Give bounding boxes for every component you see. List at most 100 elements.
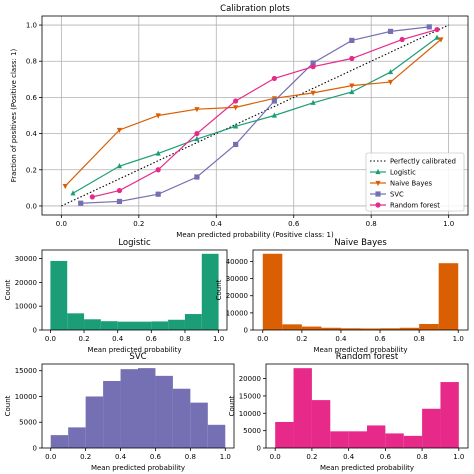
series-line-logistic — [72, 37, 438, 194]
histogram-bar — [172, 388, 191, 448]
x-tick-label: 0.6 — [150, 453, 162, 461]
y-tick-label: 0 — [33, 445, 37, 453]
histogram-bar — [201, 253, 219, 330]
x-tick-label: 0.0 — [45, 335, 56, 343]
data-point-logistic — [434, 34, 440, 40]
x-tick-label: 0.6 — [288, 220, 300, 228]
data-point-svc — [349, 37, 355, 44]
y-tick-label: 0.6 — [26, 94, 38, 102]
x-tick-label: 0.8 — [417, 453, 428, 461]
histogram-bar — [321, 327, 341, 330]
legend-label-logistic: Logistic — [390, 169, 416, 177]
y-tick-label: 0 — [33, 327, 37, 335]
data-point-naive-bayes — [349, 83, 355, 89]
legend-box — [365, 152, 465, 212]
histogram-bar — [340, 328, 361, 330]
x-tick-label: 1.0 — [453, 453, 464, 461]
data-point-svc — [116, 198, 123, 205]
data-point-random-forest — [233, 98, 239, 104]
histogram-bar — [50, 260, 68, 330]
data-point-logistic — [349, 88, 355, 95]
data-point-logistic — [155, 150, 161, 156]
chart-title: Logistic — [118, 238, 151, 248]
histogram-bar — [67, 313, 85, 330]
axes-frame — [41, 15, 469, 216]
data-point-logistic — [70, 190, 76, 196]
data-point-random-forest — [116, 187, 123, 194]
histogram-bar — [360, 328, 381, 330]
x-axis-label: Mean predicted probability — [313, 346, 407, 354]
y-tick-label: 40000 — [226, 258, 248, 266]
histogram-bar — [301, 326, 322, 330]
y-tick-label: 0 — [257, 445, 261, 453]
y-tick-label: 20000 — [239, 375, 261, 383]
y-tick-label: 0.4 — [26, 130, 38, 138]
x-tick-label: 1.0 — [213, 335, 224, 343]
x-tick-label: 0.4 — [343, 453, 355, 461]
reference-line-perfectly-calibrated — [61, 24, 449, 207]
y-tick-label: 30000 — [15, 255, 37, 263]
x-tick-label: 0.0 — [45, 453, 56, 461]
x-tick-label: 1.0 — [220, 453, 231, 461]
data-point-random-forest — [271, 75, 277, 82]
histogram-bar — [190, 402, 208, 448]
y-axis-label: Count — [215, 279, 223, 300]
x-tick-label: 0.0 — [56, 220, 67, 228]
y-tick-label: 10000 — [239, 410, 261, 418]
y-tick-label: 0.2 — [26, 166, 37, 174]
data-point-svc — [194, 174, 200, 180]
histogram-bar — [117, 321, 135, 330]
x-axis-label: Mean predicted probability — [87, 346, 181, 354]
chart-title: SVC — [129, 352, 146, 362]
data-point-naive-bayes — [387, 79, 394, 86]
data-point-logistic — [194, 135, 200, 142]
data-point-naive-bayes — [194, 107, 200, 113]
x-tick-label: 0.8 — [366, 220, 377, 228]
x-tick-label: 0.6 — [146, 335, 158, 343]
legend-marker-naive-bayes — [375, 180, 381, 187]
y-tick-label: 10000 — [226, 309, 248, 317]
histogram-bar — [380, 328, 400, 330]
histogram-bar — [282, 324, 302, 330]
histogram-bar — [100, 321, 118, 330]
histogram-bar — [84, 319, 101, 330]
x-axis-label: Mean predicted probability (Positive cla… — [176, 231, 334, 239]
histogram-bar — [168, 319, 185, 330]
axes-frame — [252, 249, 469, 331]
data-point-svc — [78, 200, 84, 206]
histogram-bar — [385, 433, 404, 448]
histogram-bar — [367, 425, 386, 448]
x-tick-label: 0.8 — [414, 335, 425, 343]
y-tick-label: 20000 — [226, 292, 248, 300]
histogram-bar — [120, 369, 138, 448]
y-tick-label: 5000 — [19, 419, 37, 427]
data-point-svc — [233, 141, 239, 148]
data-point-svc — [310, 60, 316, 66]
y-tick-label: 15000 — [239, 392, 261, 400]
chart-title: Calibration plots — [220, 4, 290, 14]
data-point-logistic — [387, 68, 394, 75]
data-point-naive-bayes — [62, 183, 68, 190]
data-point-random-forest — [89, 194, 95, 200]
histogram-bar — [330, 431, 349, 448]
data-point-naive-bayes — [438, 37, 444, 43]
x-tick-label: 0.8 — [179, 335, 190, 343]
y-axis-label: Count — [4, 395, 12, 416]
data-point-svc — [271, 98, 277, 104]
y-tick-label: 0.0 — [26, 202, 37, 210]
legend-marker-random-forest — [375, 202, 381, 208]
y-tick-label: 20000 — [15, 279, 37, 287]
x-tick-label: 0.6 — [380, 453, 392, 461]
data-point-svc — [426, 24, 432, 30]
data-point-naive-bayes — [233, 105, 239, 111]
histogram-bar — [440, 382, 459, 448]
histogram-bar — [399, 327, 420, 330]
histogram-bar — [103, 381, 121, 448]
histogram-bar — [275, 421, 294, 448]
data-point-random-forest — [194, 130, 200, 137]
data-point-logistic — [233, 123, 239, 129]
y-axis-label: Fraction of positives (Positive class: 1… — [10, 48, 18, 182]
legend-label-perfectly-calibrated: Perfectly calibrated — [390, 158, 456, 166]
y-axis-label: Count — [4, 279, 12, 300]
histogram-bar — [184, 314, 202, 330]
